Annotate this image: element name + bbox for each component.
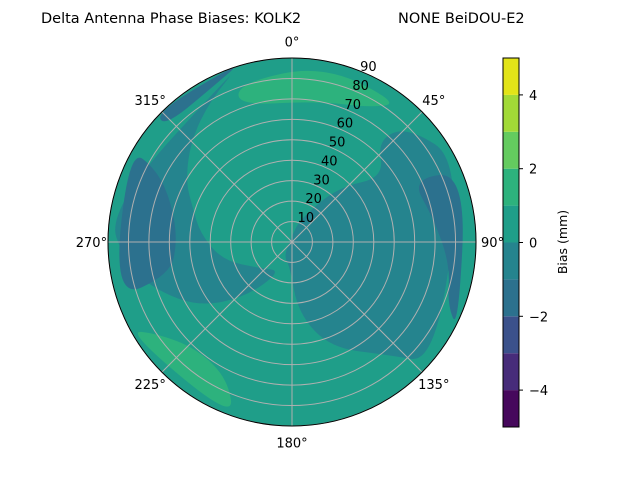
radial-tick-label: 80 bbox=[352, 79, 369, 94]
radial-tick-label: 50 bbox=[329, 136, 346, 151]
colorbar-band bbox=[503, 316, 519, 354]
colorbar-band bbox=[503, 168, 519, 206]
colorbar-band bbox=[503, 58, 519, 95]
angular-gridline bbox=[291, 241, 423, 373]
colorbar-tick-label: −4 bbox=[529, 384, 548, 399]
colorbar-tick-label: −2 bbox=[529, 310, 548, 325]
contour-region-2 bbox=[119, 157, 176, 290]
radial-tick-label: 70 bbox=[344, 98, 361, 113]
angle-tick-label: 225° bbox=[135, 378, 166, 393]
contour-region-0 bbox=[285, 131, 454, 359]
radial-tick-label: 60 bbox=[337, 117, 354, 132]
polar-frame bbox=[107, 57, 477, 427]
angle-tick-label: 45° bbox=[422, 94, 445, 109]
radial-tick-label: 10 bbox=[298, 211, 315, 226]
angle-tick-label: 315° bbox=[135, 94, 166, 109]
colorbar-band bbox=[503, 131, 519, 169]
colorbar-band bbox=[503, 279, 519, 317]
angle-tick-label: 270° bbox=[76, 236, 107, 251]
colorbar-band bbox=[503, 94, 519, 132]
angle-tick-label: 135° bbox=[418, 378, 449, 393]
colorbar-band bbox=[503, 390, 519, 427]
chart-title-left: Delta Antenna Phase Biases: KOLK2 bbox=[41, 11, 301, 27]
contour-region-4 bbox=[160, 68, 234, 122]
angular-gridline bbox=[291, 111, 423, 243]
colorbar-label: Bias (mm) bbox=[555, 210, 570, 274]
angle-tick-label: 90° bbox=[481, 236, 504, 251]
colorbar-tick-label: 0 bbox=[529, 237, 537, 252]
colorbar-tick-label: 2 bbox=[529, 163, 537, 178]
angle-tick-label: 0° bbox=[285, 35, 300, 50]
contour-region-5 bbox=[238, 70, 390, 107]
chart-title-right: NONE BeiDOU-E2 bbox=[398, 11, 525, 27]
colorbar-band bbox=[503, 205, 519, 243]
contour-region-6 bbox=[137, 331, 232, 407]
angular-gridline bbox=[161, 241, 293, 373]
radial-tick-label: 30 bbox=[313, 173, 330, 188]
axis-labels: 0° 45° 90° 135° 180° 225° 270° 315° 10 20 30 40 50 60… bbox=[76, 35, 504, 451]
radial-tick-label: 90 bbox=[360, 60, 377, 75]
contour-region-3 bbox=[418, 174, 463, 320]
polar-grid bbox=[107, 57, 477, 427]
angular-gridline bbox=[161, 111, 293, 243]
colorbar-band bbox=[503, 353, 519, 391]
angle-tick-label: 180° bbox=[276, 437, 307, 452]
colorbar: −4 −2 0 2 4 bbox=[502, 57, 548, 428]
radial-tick-label: 40 bbox=[321, 154, 338, 169]
colorbar-tick-label: 4 bbox=[529, 89, 537, 104]
radial-tick-label: 20 bbox=[305, 192, 322, 207]
colorbar-band bbox=[503, 242, 519, 280]
